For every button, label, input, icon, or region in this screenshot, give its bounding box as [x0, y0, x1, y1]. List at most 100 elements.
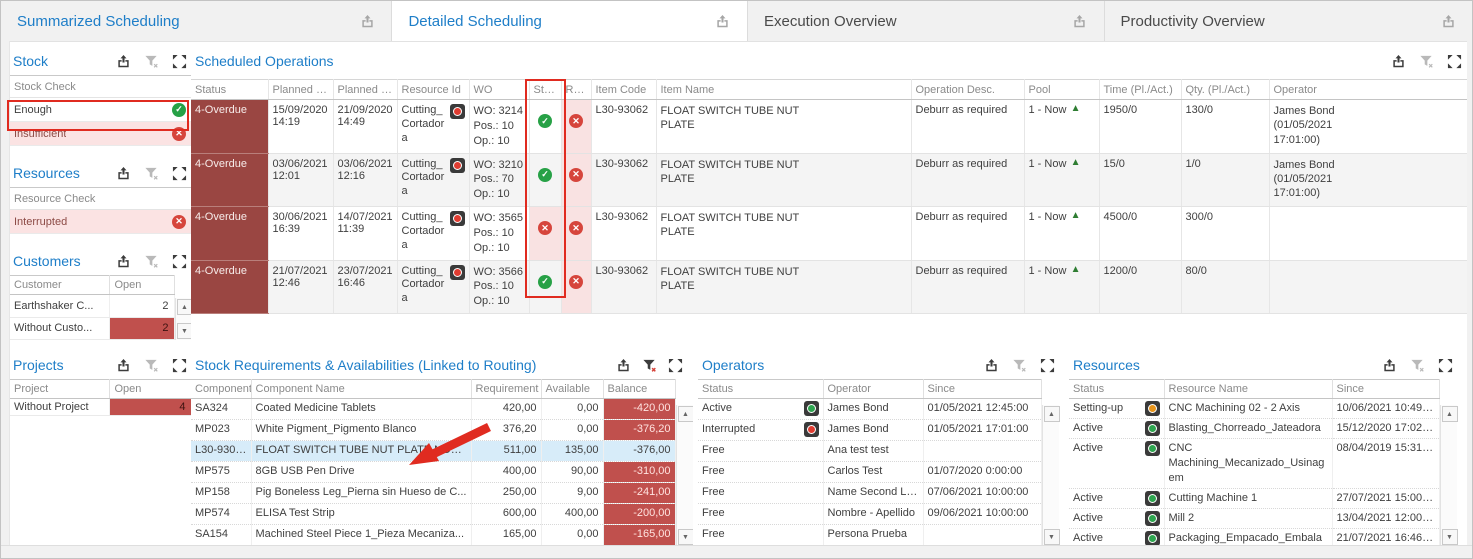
operator-name-cell[interactable]: James Bond	[823, 398, 924, 421]
maximize-icon[interactable]	[171, 253, 187, 269]
scroll-down-button[interactable]: ▼	[1043, 529, 1060, 545]
component-name-cell[interactable]: Coated Medicine Tablets	[251, 398, 472, 420]
component-cell[interactable]: SA154	[191, 524, 252, 546]
resource-row[interactable]: Setting-up CNC Machining 02 - 2 Axis 10/…	[1069, 398, 1440, 419]
wo-cell[interactable]: WO: 3565 Pos.: 10 Op.: 10	[469, 206, 530, 261]
available-cell[interactable]: 0,00	[541, 398, 604, 420]
maximize-icon[interactable]	[1446, 53, 1462, 69]
balance-cell[interactable]: -376,20	[603, 419, 676, 441]
stock-requirement-row[interactable]: SA154 Machined Steel Piece 1_Pieza Mecan…	[191, 524, 676, 546]
operator-cell[interactable]: James Bond (01/05/2021 17:01:00)	[1269, 99, 1472, 154]
column-header-item-name[interactable]: Item Name	[656, 79, 912, 100]
status-cell[interactable]: 4-Overdue	[191, 260, 269, 315]
column-header-operator[interactable]: Operator	[823, 379, 924, 399]
customer-name-cell[interactable]: Earthshaker C...	[9, 294, 110, 318]
column-header-resource-id[interactable]: Resource Id	[397, 79, 470, 100]
operator-since-cell[interactable]	[923, 440, 1042, 463]
export-icon[interactable]	[1381, 357, 1397, 373]
customer-row[interactable]: Earthshaker C... 2	[9, 294, 175, 318]
column-header-status[interactable]: Status	[698, 379, 824, 399]
customer-open-cell[interactable]: 2	[109, 317, 175, 340]
operator-status-cell[interactable]: Free	[698, 461, 824, 484]
planned-start-cell[interactable]: 15/09/2020 14:19	[268, 99, 334, 154]
customer-row[interactable]: Without Custo... 2	[9, 317, 175, 340]
stock-requirement-row[interactable]: MP575 8GB USB Pen Drive 400,00 90,00 -31…	[191, 461, 676, 483]
component-cell[interactable]: MP023	[191, 419, 252, 441]
time-cell[interactable]: 15/0	[1099, 153, 1182, 208]
component-name-cell[interactable]: ELISA Test Strip	[251, 503, 472, 525]
balance-cell[interactable]: -200,00	[603, 503, 676, 525]
resource-row[interactable]: Active CNC Machining_Mecanizado_Usinagem…	[1069, 438, 1440, 489]
scroll-up-button[interactable]: ▲	[677, 406, 693, 422]
status-cell[interactable]: 4-Overdue	[191, 153, 269, 208]
status-cell[interactable]: 4-Overdue	[191, 99, 269, 154]
available-cell[interactable]: 0,00	[541, 524, 604, 546]
stock-check-cell[interactable]	[529, 99, 562, 154]
operator-name-cell[interactable]: Carlos Test	[823, 461, 924, 484]
scrollbar[interactable]: ▲ ▼	[675, 405, 693, 546]
resource-check-cell[interactable]	[561, 260, 592, 315]
project-open-cell[interactable]: 4	[109, 398, 192, 416]
operation-desc-cell[interactable]: Deburr as required	[911, 153, 1025, 208]
operator-row[interactable]: Free Name Second Last 07/06/2021 10:00:0…	[698, 482, 1042, 505]
clear-filter-icon-active[interactable]	[641, 357, 657, 373]
resource-check-cell[interactable]	[561, 206, 592, 261]
resource-status-cell[interactable]: Active	[1069, 488, 1165, 509]
resource-id-cell[interactable]: Cutting_Cortadora	[397, 153, 470, 208]
resource-since-cell[interactable]: 13/04/2021 12:00:00	[1332, 508, 1440, 529]
column-header-requirement[interactable]: Requirement	[471, 379, 542, 399]
component-cell[interactable]: MP158	[191, 482, 252, 504]
tab-detailed-scheduling[interactable]: Detailed Scheduling	[392, 1, 748, 41]
operator-since-cell[interactable]: 01/05/2021 12:45:00	[923, 398, 1042, 421]
operator-since-cell[interactable]: 07/06/2021 10:00:00	[923, 482, 1042, 505]
balance-cell[interactable]: -376,00	[603, 440, 676, 462]
column-header-component-name[interactable]: Component Name	[251, 379, 472, 399]
time-cell[interactable]: 1950/0	[1099, 99, 1182, 154]
component-name-cell[interactable]: Pig Boneless Leg_Pierna sin Hueso de C..…	[251, 482, 472, 504]
maximize-icon[interactable]	[171, 357, 187, 373]
scheduled-operation-row[interactable]: 4-Overdue 03/06/2021 12:01 03/06/2021 12…	[191, 153, 1472, 208]
project-row[interactable]: Without Project 4	[9, 398, 192, 416]
component-cell[interactable]: MP574	[191, 503, 252, 525]
column-header-time[interactable]: Time (Pl./Act.)	[1099, 79, 1182, 100]
component-cell[interactable]: MP575	[191, 461, 252, 483]
balance-cell[interactable]: -241,00	[603, 482, 676, 504]
component-cell[interactable]: SA324	[191, 398, 252, 420]
operator-cell[interactable]	[1269, 206, 1472, 261]
requirement-cell[interactable]: 376,20	[471, 419, 542, 441]
operation-desc-cell[interactable]: Deburr as required	[911, 206, 1025, 261]
resource-check-cell[interactable]	[561, 99, 592, 154]
planned-end-cell[interactable]: 23/07/2021 16:46	[333, 260, 398, 315]
requirement-cell[interactable]: 165,00	[471, 524, 542, 546]
component-name-cell[interactable]: White Pigment_Pigmento Blanco	[251, 419, 472, 441]
clear-filter-icon[interactable]	[143, 357, 159, 373]
planned-end-cell[interactable]: 14/07/2021 11:39	[333, 206, 398, 261]
column-header-planned-end[interactable]: Planned End	[333, 79, 398, 100]
available-cell[interactable]: 90,00	[541, 461, 604, 483]
operator-name-cell[interactable]: Nombre - Apellido	[823, 503, 924, 525]
column-header-planned-start[interactable]: Planned Start	[268, 79, 334, 100]
column-header-pool[interactable]: Pool	[1024, 79, 1100, 100]
requirement-cell[interactable]: 400,00	[471, 461, 542, 483]
customer-name-cell[interactable]: Without Custo...	[9, 317, 110, 340]
planned-end-cell[interactable]: 21/09/2020 14:49	[333, 99, 398, 154]
resource-status-cell[interactable]: Active	[1069, 508, 1165, 529]
component-name-cell[interactable]: 8GB USB Pen Drive	[251, 461, 472, 483]
resource-name-cell[interactable]: Mill 2	[1164, 508, 1333, 529]
export-icon[interactable]	[1390, 53, 1406, 69]
stock-requirement-row[interactable]: MP023 White Pigment_Pigmento Blanco 376,…	[191, 419, 676, 441]
operator-row[interactable]: Free Nombre - Apellido 09/06/2021 10:00:…	[698, 503, 1042, 525]
scroll-up-button[interactable]: ▲	[1441, 406, 1458, 422]
component-cell[interactable]: L30-93062-LC	[191, 440, 252, 462]
export-icon[interactable]	[715, 13, 731, 29]
stock-requirement-row[interactable]: L30-93062-LC FLOAT SWITCH TUBE NUT PLATE…	[191, 440, 676, 462]
pool-cell[interactable]: 1 - Now	[1024, 206, 1100, 261]
available-cell[interactable]: 0,00	[541, 419, 604, 441]
item-code-cell[interactable]: L30-93062	[591, 260, 657, 315]
column-header-component[interactable]: Component	[191, 379, 252, 399]
operator-name-cell[interactable]: Ana test test	[823, 440, 924, 463]
column-header-operator[interactable]: Operator	[1269, 79, 1472, 100]
column-header-status[interactable]: Status	[1069, 379, 1165, 399]
resource-row[interactable]: Active Cutting Machine 1 27/07/2021 15:0…	[1069, 488, 1440, 509]
operator-cell[interactable]	[1269, 260, 1472, 315]
